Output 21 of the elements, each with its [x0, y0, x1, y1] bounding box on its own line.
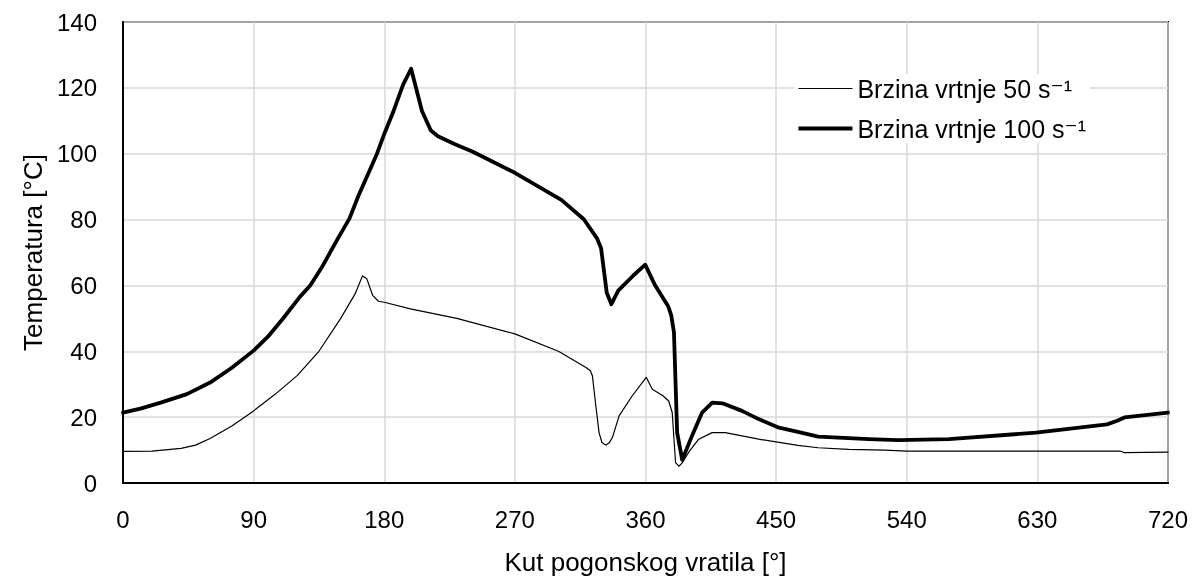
x-tick-label: 360: [625, 505, 666, 533]
x-tick-label: 270: [494, 505, 535, 533]
x-tick-label: 720: [1147, 505, 1189, 533]
y-tick-label: 40: [70, 337, 97, 365]
legend-label: Brzina vrtnje 100 s⁻¹: [857, 114, 1087, 143]
x-tick-label: 90: [240, 505, 267, 533]
x-tick-label: 450: [756, 505, 797, 533]
x-tick-label: 540: [886, 505, 927, 533]
y-tick-label: 0: [83, 469, 97, 497]
y-tick-label: 120: [56, 74, 97, 102]
y-tick-label: 100: [56, 140, 97, 168]
x-tick-label: 180: [364, 505, 405, 533]
x-tick-label: 0: [116, 505, 130, 533]
y-axis-title: Temperatura [°C]: [18, 154, 49, 351]
y-tick-label: 20: [70, 403, 97, 431]
y-tick-label: 80: [70, 206, 97, 234]
legend-label: Brzina vrtnje 50 s⁻¹: [857, 74, 1073, 103]
y-tick-label: 140: [56, 8, 97, 36]
x-axis-title: Kut pogonskog vratila [°]: [504, 547, 787, 577]
y-tick-label: 60: [70, 271, 97, 299]
x-tick-label: 630: [1017, 505, 1058, 533]
